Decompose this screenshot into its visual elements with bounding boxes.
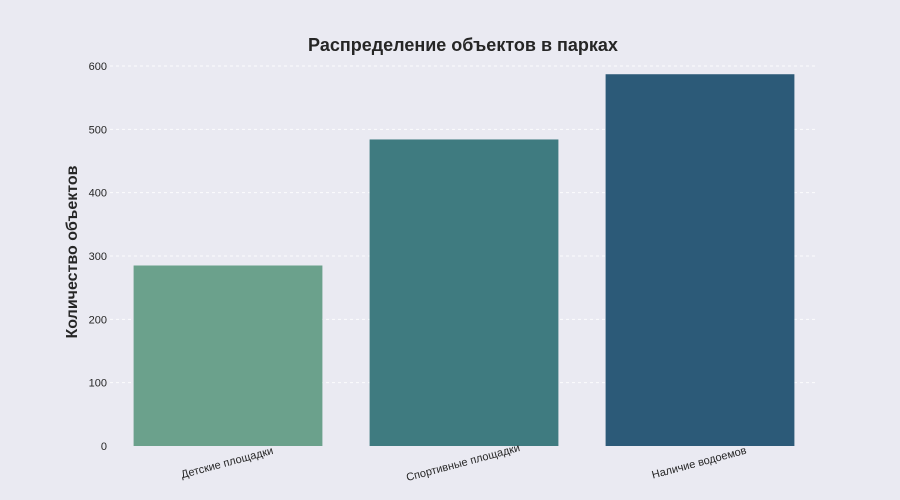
y-axis-label: Количество объектов [64,165,81,338]
y-tick-label: 100 [89,378,107,390]
y-tick-label: 0 [101,441,107,453]
y-tick-label: 200 [89,314,107,326]
y-tick-label: 400 [89,188,107,200]
y-tick-label: 500 [89,124,107,136]
y-tick-label: 600 [89,61,107,73]
x-tick-label: Спортивные площадки [405,442,521,484]
chart-title: Распределение объектов в парках [308,35,618,55]
bar [133,265,323,446]
bar [605,74,795,446]
bar [369,139,559,446]
x-axis-ticks: Детские площадки Спортивные площадки Налич… [180,442,748,484]
y-axis-ticks: 0 100 200 300 400 500 600 [89,61,107,453]
y-tick-label: 300 [89,251,107,263]
bars [133,74,795,446]
x-tick-label: Детские площадки [180,445,275,481]
x-tick-label: Наличие водоемов [651,445,748,482]
